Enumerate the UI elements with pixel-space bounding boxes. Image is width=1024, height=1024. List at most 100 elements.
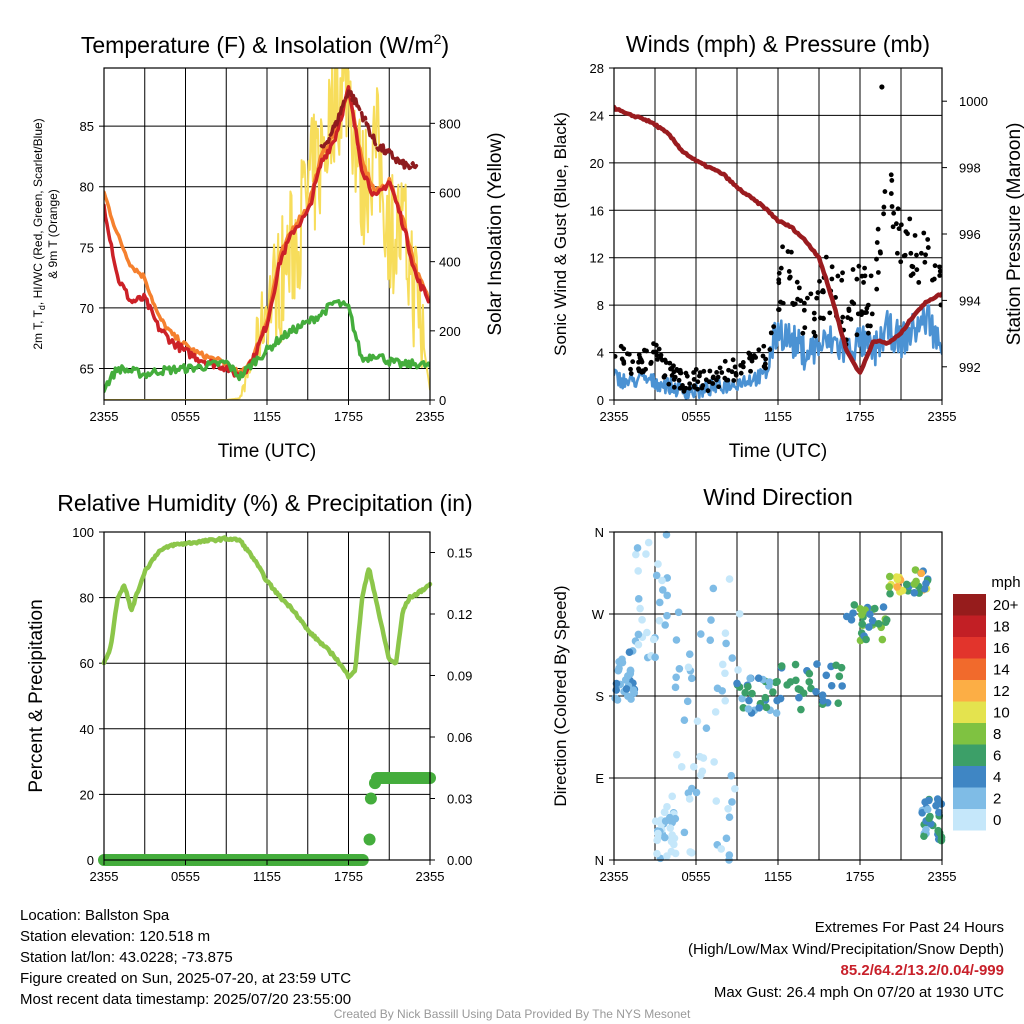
- gust-point: [621, 346, 627, 352]
- y-axis-label: Percent & Precipitation: [26, 599, 47, 792]
- gust-point: [699, 385, 705, 391]
- direction-point: [862, 635, 870, 644]
- y-tick-label: 70: [80, 301, 94, 316]
- y-tick-label: 85: [80, 119, 94, 134]
- gust-point: [827, 310, 833, 316]
- gust-point: [795, 296, 800, 302]
- y-tick-label: 4: [597, 346, 604, 361]
- direction-point: [818, 691, 827, 699]
- direction-point: [658, 586, 667, 594]
- y2-tick-label: 0.15: [447, 546, 472, 561]
- gust-point: [914, 252, 919, 258]
- gust-point: [776, 307, 781, 313]
- direction-point: [642, 550, 650, 558]
- gust-point: [786, 269, 792, 274]
- direction-point: [636, 604, 644, 613]
- direction-point: [662, 530, 671, 539]
- direction-point: [625, 648, 634, 656]
- gust-point: [894, 250, 900, 256]
- gust-point: [874, 286, 880, 292]
- legend-label: 0: [993, 812, 1001, 829]
- direction-point: [773, 677, 781, 686]
- gust-point: [719, 370, 725, 375]
- gust-point: [859, 273, 865, 279]
- y2-tick-label: 600: [439, 186, 461, 201]
- gust-point: [864, 305, 870, 311]
- temperature-series: [104, 68, 430, 400]
- direction-point: [797, 705, 805, 714]
- x-axis-label: Time (UTC): [729, 441, 828, 462]
- figure-created: Figure created on Sun, 2025-07-20, at 23…: [20, 970, 352, 987]
- direction-point: [922, 579, 930, 588]
- gust-point: [710, 375, 716, 381]
- direction-point: [918, 809, 926, 817]
- gust-point: [829, 276, 835, 282]
- gust-point: [659, 357, 665, 363]
- gust-point: [778, 265, 784, 271]
- recent-timestamp: Most recent data timestamp: 2025/07/20 2…: [20, 991, 352, 1008]
- x-tick-label: 1755: [334, 869, 363, 884]
- direction-point: [858, 620, 866, 628]
- direction-point: [755, 704, 764, 712]
- gust-point: [669, 365, 675, 371]
- legend-swatch: [953, 787, 986, 809]
- y-tick-label: 0: [597, 393, 604, 408]
- direction-point: [632, 550, 640, 559]
- gust-point: [922, 259, 928, 265]
- x-tick-label: 2355: [928, 869, 957, 884]
- gust-point: [801, 307, 807, 313]
- y-tick-label: N: [595, 525, 604, 540]
- direction-point: [795, 693, 803, 702]
- gust-point: [914, 267, 920, 273]
- gust-point: [714, 369, 720, 375]
- direction-point: [634, 630, 643, 639]
- direction-point: [672, 673, 680, 682]
- gust-point: [851, 301, 857, 306]
- direction-point: [702, 724, 711, 732]
- direction-point: [661, 833, 669, 842]
- max-gust: Max Gust: 26.4 mph On 07/20 at 1930 UTC: [713, 983, 1004, 1001]
- direction-point: [922, 825, 930, 834]
- gust-point: [726, 367, 731, 373]
- direction-point: [717, 845, 726, 853]
- direction-point: [670, 840, 678, 849]
- direction-point: [711, 708, 720, 716]
- direction-point: [622, 685, 631, 693]
- gust-point: [820, 288, 826, 293]
- gust-point: [628, 366, 633, 372]
- y-tick-label: 16: [590, 203, 604, 218]
- direction-point: [745, 696, 753, 705]
- x-tick-label: 2355: [928, 409, 957, 424]
- gust-point: [881, 211, 887, 217]
- direction-point: [834, 699, 843, 707]
- direction-point: [626, 669, 635, 678]
- panel-temperature: 65 70 75 80 85 0 200 400 600 800 2355 0555 1155 1755 2…: [31, 31, 506, 462]
- gust-point: [763, 356, 769, 362]
- direction-point: [649, 635, 658, 644]
- direction-point: [680, 828, 689, 837]
- y-axis-label: Sonic Wind & Gust (Blue, Black): [551, 112, 570, 356]
- gust-point: [658, 352, 664, 358]
- direction-point: [653, 836, 661, 845]
- y2-tick-label: 0.03: [447, 792, 472, 807]
- direction-point: [627, 695, 635, 703]
- x-tick-label: 2355: [416, 869, 445, 884]
- direction-point: [634, 595, 643, 603]
- gust-point: [867, 323, 873, 329]
- direction-point: [832, 661, 840, 670]
- legend-label: 18: [993, 618, 1010, 635]
- gust-point: [738, 362, 744, 368]
- gust-point: [821, 316, 826, 322]
- direction-point: [735, 610, 744, 618]
- direction-point: [898, 586, 907, 595]
- gust-point: [654, 352, 660, 358]
- x-tick-label: 2355: [90, 409, 119, 424]
- direction-point: [666, 824, 675, 832]
- direction-point: [744, 705, 753, 713]
- gust-point: [733, 371, 739, 376]
- gust-point: [671, 384, 677, 390]
- legend-label: 8: [993, 726, 1001, 743]
- direction-point: [707, 616, 715, 624]
- gust-point: [811, 310, 817, 316]
- gust-point: [683, 370, 689, 376]
